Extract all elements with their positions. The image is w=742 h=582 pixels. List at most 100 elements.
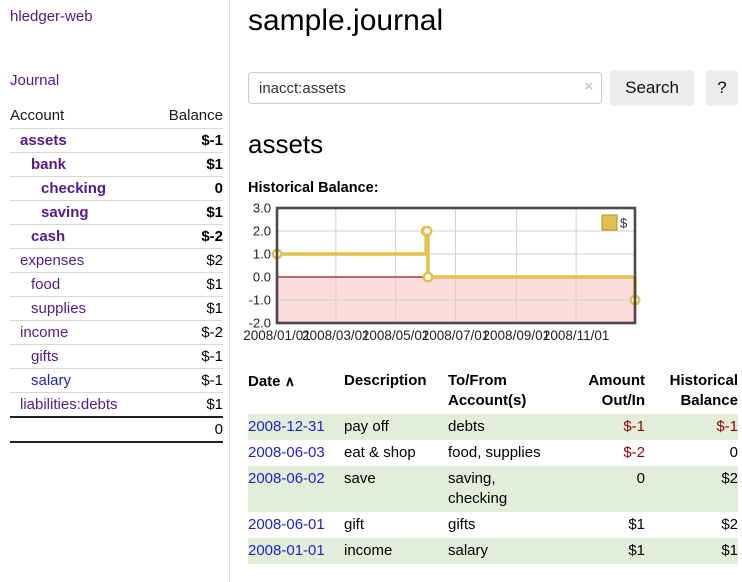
search-form: × Search ? [248, 70, 738, 106]
transaction-description: save [344, 470, 376, 487]
account-row: assets $-1 [10, 128, 223, 153]
transaction-date-link[interactable]: 2008-06-02 [248, 470, 325, 487]
account-link[interactable]: assets [20, 132, 67, 149]
transaction-description: eat & shop [344, 444, 416, 461]
register-row: 2008-01-01 income salary $1 $1 [248, 538, 738, 564]
transaction-balance: $2 [721, 516, 738, 533]
account-link[interactable]: food [31, 276, 61, 293]
svg-text:2008/07/01: 2008/07/01 [422, 328, 490, 343]
account-row: salary $-1 [10, 368, 223, 393]
register-row: 2008-06-02 save saving, checking 0 $2 [248, 466, 738, 512]
account-row: gifts $-1 [10, 344, 223, 369]
svg-text:2008/01/01: 2008/01/01 [243, 328, 311, 343]
account-link[interactable]: cash [31, 228, 66, 245]
accounts-col-account: Account [10, 107, 65, 124]
transaction-amount: $-2 [623, 444, 645, 461]
register-table: Date ∧ Description To/From Account(s) Am… [248, 369, 738, 564]
account-balance: $-2 [151, 224, 223, 249]
account-balance: $1 [151, 392, 223, 417]
account-balance: $1 [151, 152, 223, 177]
search-input-wrap: × [248, 72, 603, 104]
account-row: expenses $2 [10, 248, 223, 273]
transaction-amount: $-1 [623, 418, 645, 435]
sidebar: hledger-web Journal Account Balance asse… [0, 0, 230, 582]
account-heading: assets [248, 129, 324, 159]
transaction-accounts: debts [448, 418, 485, 435]
account-balance: $-1 [151, 128, 223, 153]
accounts-total-row: 0 [10, 416, 223, 443]
account-balance: $-2 [151, 320, 223, 345]
register-table-body: 2008-12-31 pay off debts $-1 $-1 2008-06-03 ea… [248, 414, 738, 564]
transaction-date-link[interactable]: 2008-01-01 [248, 542, 325, 559]
svg-text:-1.0: -1.0 [249, 293, 271, 308]
account-link[interactable]: expenses [20, 252, 85, 269]
help-button[interactable]: ? [705, 70, 738, 106]
main-content: sample.journal × Search ? assets Histori… [231, 0, 742, 564]
register-col-date[interactable]: Date ∧ [248, 373, 295, 390]
search-button[interactable]: Search [610, 70, 694, 106]
account-link[interactable]: saving [41, 204, 89, 221]
transaction-description: income [344, 542, 393, 559]
register-col-balance: Historical Balance [669, 372, 738, 409]
account-link[interactable]: income [20, 324, 69, 341]
svg-text:2.0: 2.0 [253, 224, 271, 239]
account-link[interactable]: supplies [31, 300, 87, 317]
svg-text:2008/05/01: 2008/05/01 [362, 328, 430, 343]
historical-balance-chart: 3.0 2.0 1.0 0.0 -1.0 -2.02008/01/012008/03/01… [243, 201, 641, 343]
transaction-amount: 0 [636, 470, 645, 487]
account-balance: $1 [151, 296, 223, 321]
app-brand-link[interactable]: hledger-web [10, 8, 93, 25]
register-col-description: Description [344, 372, 427, 389]
accounts-total-value: 0 [151, 416, 223, 443]
account-link[interactable]: gifts [31, 348, 59, 365]
account-link[interactable]: bank [31, 156, 67, 173]
account-balance: $1 [151, 272, 223, 297]
transaction-amount: $1 [628, 542, 645, 559]
transaction-balance: $2 [721, 470, 738, 487]
transaction-accounts: saving, checking [448, 470, 508, 507]
transaction-date-link[interactable]: 2008-12-31 [248, 418, 325, 435]
svg-text:2008/09/01: 2008/09/01 [483, 328, 551, 343]
transaction-accounts: food, supplies [448, 444, 541, 461]
account-row: checking 0 [10, 176, 223, 201]
svg-text:$: $ [620, 216, 628, 231]
transaction-description: pay off [344, 418, 389, 435]
transaction-balance: 0 [729, 444, 738, 461]
svg-text:3.0: 3.0 [253, 201, 271, 216]
transaction-date-link[interactable]: 2008-06-03 [248, 444, 325, 461]
svg-text:1.0: 1.0 [253, 247, 271, 262]
account-row: income $-2 [10, 320, 223, 345]
register-col-accounts: To/From Account(s) [448, 372, 527, 409]
account-row: food $1 [10, 272, 223, 297]
account-link[interactable]: liabilities:debts [20, 396, 118, 413]
sidebar-item-journal[interactable]: Journal [10, 72, 60, 89]
accounts-table: Account Balance assets $-1 bank $1 checking 0… [10, 104, 223, 443]
transaction-amount: $1 [628, 516, 645, 533]
account-balance: $-1 [151, 344, 223, 369]
transaction-description: gift [344, 516, 365, 533]
svg-text:2008/03/01: 2008/03/01 [302, 328, 370, 343]
account-balance: 0 [151, 176, 223, 201]
svg-text:2008/11/01: 2008/11/01 [543, 328, 610, 343]
sort-ascending-icon: ∧ [284, 373, 295, 389]
transaction-date-link[interactable]: 2008-06-01 [248, 516, 325, 533]
account-balance: $2 [151, 248, 223, 273]
transaction-accounts: gifts [448, 516, 476, 533]
search-input[interactable] [248, 72, 603, 104]
account-balance: $1 [151, 200, 223, 225]
clear-search-icon[interactable]: × [584, 78, 594, 95]
chart-title: Historical Balance: [248, 180, 379, 196]
transaction-accounts: salary [448, 542, 489, 559]
transaction-balance: $-1 [716, 418, 738, 435]
accounts-total-spacer [10, 416, 152, 443]
register-row: 2008-06-01 gift gifts $1 $2 [248, 512, 738, 538]
account-link[interactable]: checking [41, 180, 107, 197]
account-row: supplies $1 [10, 296, 223, 321]
accounts-col-balance: Balance [168, 107, 223, 124]
account-row: bank $1 [10, 152, 223, 177]
account-row: saving $1 [10, 200, 223, 225]
transaction-balance: $1 [721, 542, 738, 559]
svg-text:0.0: 0.0 [253, 270, 271, 285]
register-row: 2008-06-03 eat & shop food, supplies $-2 0 [248, 440, 738, 466]
account-link[interactable]: salary [31, 372, 72, 389]
